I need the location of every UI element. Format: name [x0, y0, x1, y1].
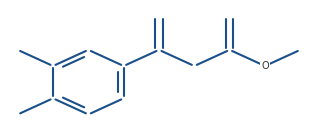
Text: O: O: [261, 61, 269, 71]
